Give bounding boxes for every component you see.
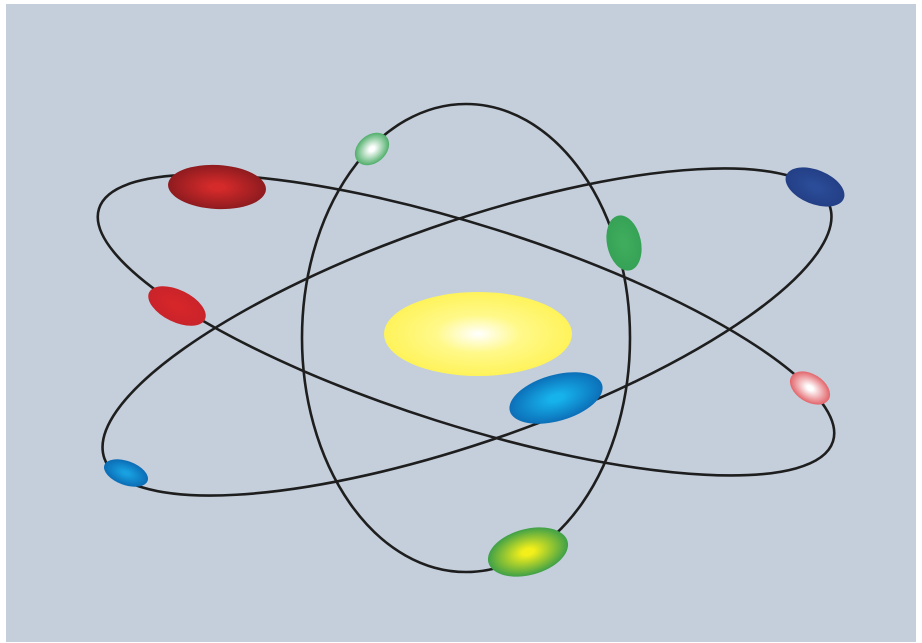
electron-lime [487,527,569,577]
electron-blue-large [509,372,603,424]
electrons-group [104,132,845,577]
electron-dark-red [168,164,266,210]
electron-red [148,286,206,326]
electron-blue-small [104,459,148,487]
orbits-group [96,102,836,574]
orbit-falling [96,173,836,477]
electron-green [606,215,642,271]
electron-pink [789,371,831,405]
electron-navy [785,167,845,207]
orbit-vertical [300,102,632,574]
nucleus [384,292,572,376]
electron-pale-green [354,132,390,166]
